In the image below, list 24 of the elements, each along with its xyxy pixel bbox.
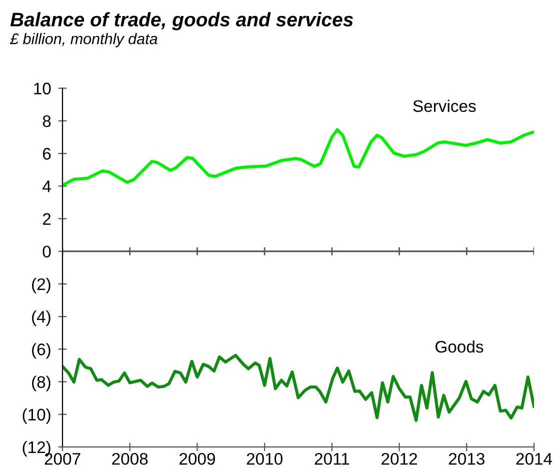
y-tick-label: 2 xyxy=(42,213,51,225)
y-tick-label: (4) xyxy=(32,310,50,326)
y-tick-label: 6 xyxy=(42,148,51,160)
x-tick-label: 2009 xyxy=(180,452,215,465)
y-tick-label: (2) xyxy=(32,278,50,294)
x-tick-label: 2008 xyxy=(112,452,148,465)
x-tick-label: 2010 xyxy=(246,452,282,465)
x-tick-label: 2011 xyxy=(314,452,350,465)
y-tick-label: 4 xyxy=(42,180,51,192)
y-tick-label: 10 xyxy=(34,82,51,94)
series-label: Services xyxy=(413,100,476,112)
y-tick-label: (10) xyxy=(22,408,50,424)
chart-title: Balance of trade, goods and services xyxy=(10,12,354,30)
line-series xyxy=(62,128,534,187)
x-tick-label: 2012 xyxy=(382,452,417,465)
line-series xyxy=(62,354,534,422)
x-tick-label: 2013 xyxy=(448,452,484,465)
y-tick-label: (8) xyxy=(32,376,50,392)
y-tick-label: 8 xyxy=(42,115,51,128)
y-tick-label: (6) xyxy=(32,343,50,359)
series-label: Goods xyxy=(436,340,484,353)
y-tick-label: 0 xyxy=(42,246,51,258)
x-tick-label: 2014 xyxy=(516,452,552,465)
chart-subtitle: £ billion, monthly data xyxy=(10,33,158,48)
